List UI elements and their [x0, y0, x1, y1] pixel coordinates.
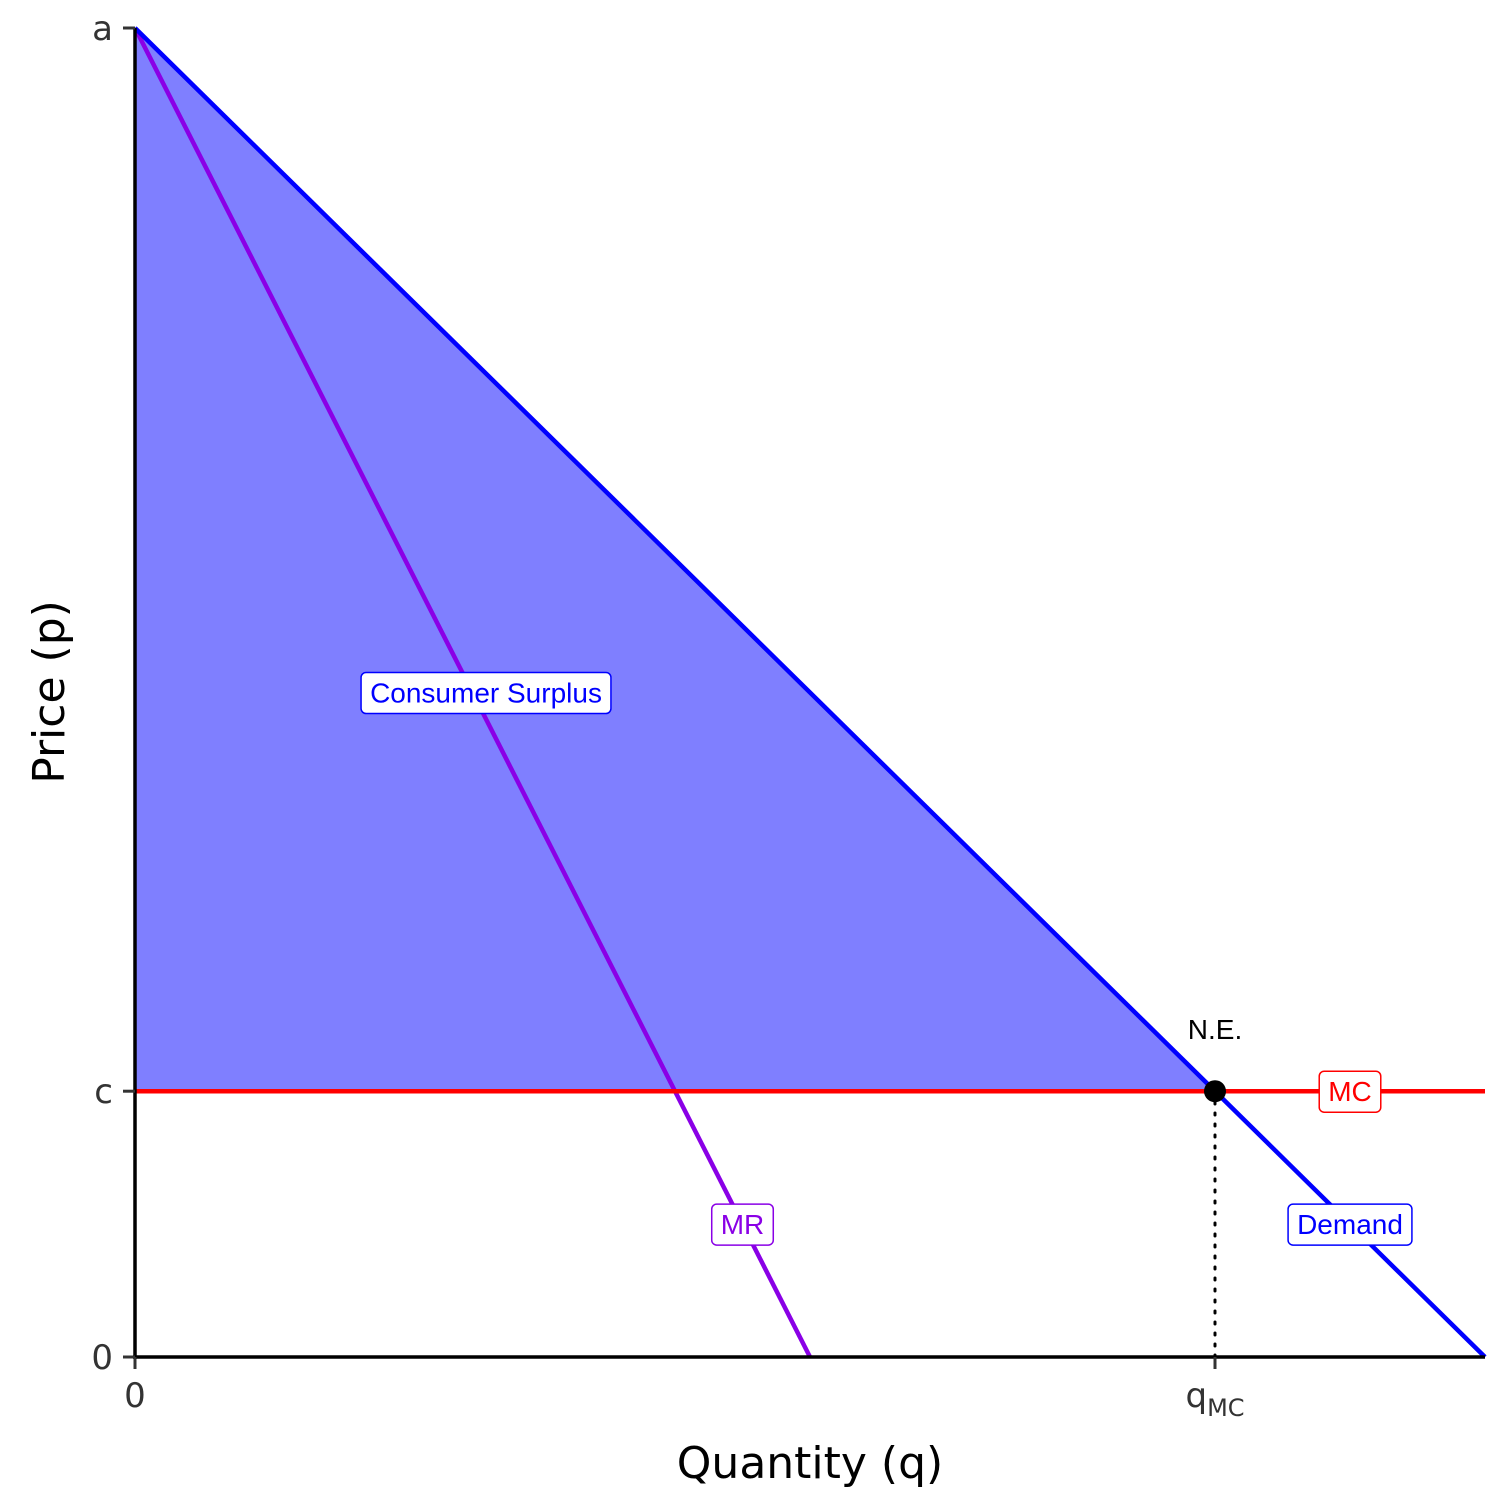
equilibrium-point — [1204, 1080, 1226, 1103]
annotations: N.E. Consumer Surplus MR MC Demand — [360, 671, 1413, 1246]
demand-label-text: Demand — [1297, 1209, 1403, 1240]
mr-label-text: MR — [721, 1209, 765, 1240]
consumer-surplus-label-box — [360, 671, 612, 715]
y-axis-title: Price (p) — [24, 600, 75, 784]
mc-label-box — [1318, 1070, 1382, 1113]
demand-label: Demand — [1287, 1203, 1413, 1246]
consumer-surplus-label-text: Consumer Surplus — [370, 678, 602, 709]
y-tick-label: c — [94, 1072, 113, 1112]
mr-label-box — [710, 1203, 775, 1246]
ticks: 0 c a 0 qMC — [91, 9, 1244, 1422]
equilibrium-label: N.E. — [1188, 1014, 1242, 1045]
demand-label-box — [1287, 1203, 1413, 1246]
consumer-surplus-label: Consumer Surplus — [360, 671, 612, 715]
x-tick-label: 0 — [124, 1376, 146, 1416]
demand-line — [133, 26, 1487, 1359]
axes — [133, 28, 1485, 1359]
x-tick-label: qMC — [1185, 1376, 1244, 1422]
mr-label: MR — [710, 1203, 775, 1246]
mc-label: MC — [1318, 1070, 1382, 1113]
mc-label-text: MC — [1328, 1076, 1372, 1107]
x-axis-title: Quantity (q) — [677, 1438, 943, 1489]
plot-area — [132, 26, 1487, 1359]
y-tick-label: a — [92, 9, 113, 49]
y-tick-label: 0 — [91, 1338, 113, 1378]
